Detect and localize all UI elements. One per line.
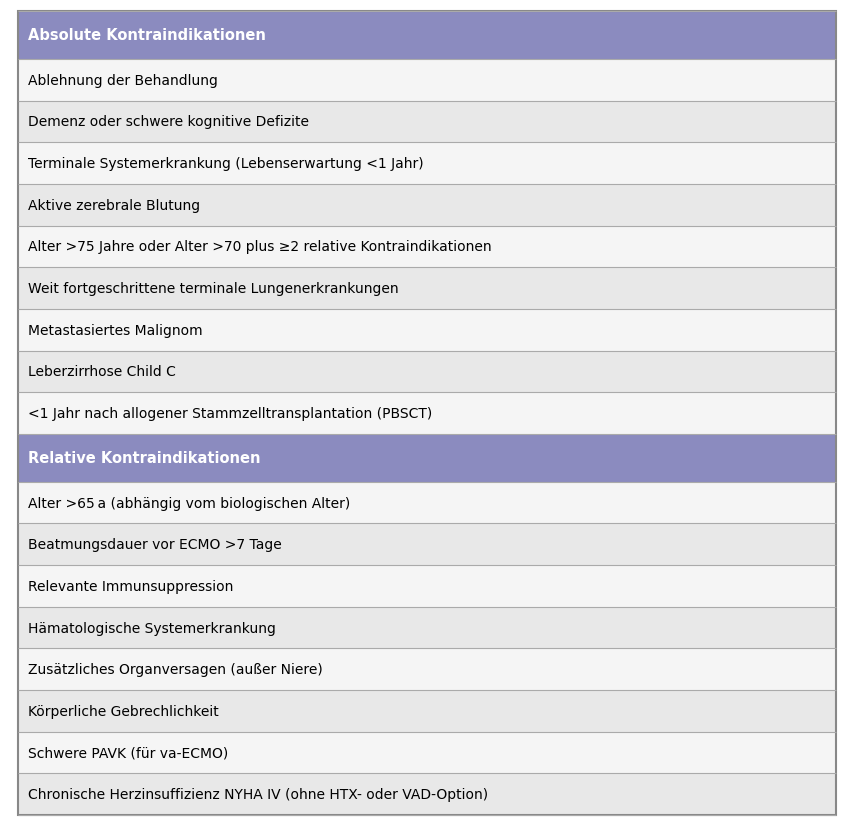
Bar [18, 523, 835, 566]
Bar [18, 268, 835, 309]
Text: Relative Kontraindikationen: Relative Kontraindikationen [28, 451, 260, 466]
Bar [18, 773, 835, 815]
Text: Weit fortgeschrittene terminale Lungenerkrankungen: Weit fortgeschrittene terminale Lungener… [28, 282, 398, 296]
Text: Körperliche Gebrechlichkeit: Körperliche Gebrechlichkeit [28, 704, 218, 718]
Bar [18, 102, 835, 143]
Bar [18, 12, 835, 60]
Bar [18, 566, 835, 607]
Bar [18, 691, 835, 732]
Text: Zusätzliches Organversagen (außer Niere): Zusätzliches Organversagen (außer Niere) [28, 662, 322, 676]
Text: Ablehnung der Behandlung: Ablehnung der Behandlung [28, 74, 218, 88]
Text: Alter >75 Jahre oder Alter >70 plus ≥2 relative Kontraindikationen: Alter >75 Jahre oder Alter >70 plus ≥2 r… [28, 240, 491, 254]
Bar [18, 434, 835, 482]
Text: Schwere PAVK (für va-ECMO): Schwere PAVK (für va-ECMO) [28, 746, 229, 759]
Text: Beatmungsdauer vor ECMO >7 Tage: Beatmungsdauer vor ECMO >7 Tage [28, 538, 281, 552]
Bar [18, 184, 835, 227]
Text: Terminale Systemerkrankung (Lebenserwartung <1 Jahr): Terminale Systemerkrankung (Lebenserwart… [28, 157, 423, 171]
Bar [18, 648, 835, 691]
Bar [18, 60, 835, 102]
Text: Alter >65 a (abhängig vom biologischen Alter): Alter >65 a (abhängig vom biologischen A… [28, 496, 350, 510]
Text: Absolute Kontraindikationen: Absolute Kontraindikationen [28, 28, 266, 43]
Bar [18, 309, 835, 351]
Text: <1 Jahr nach allogener Stammzelltransplantation (PBSCT): <1 Jahr nach allogener Stammzelltranspla… [28, 407, 432, 420]
Bar [18, 393, 835, 434]
Text: Hämatologische Systemerkrankung: Hämatologische Systemerkrankung [28, 621, 276, 635]
Bar [18, 732, 835, 773]
Text: Relevante Immunsuppression: Relevante Immunsuppression [28, 579, 234, 593]
Text: Metastasiertes Malignom: Metastasiertes Malignom [28, 323, 203, 337]
Bar [18, 143, 835, 184]
Bar [18, 482, 835, 523]
Bar [18, 351, 835, 393]
Text: Aktive zerebrale Blutung: Aktive zerebrale Blutung [28, 198, 200, 213]
Bar [18, 227, 835, 268]
Text: Chronische Herzinsuffizienz NYHA IV (ohne HTX- oder VAD-Option): Chronische Herzinsuffizienz NYHA IV (ohn… [28, 787, 488, 801]
Text: Leberzirrhose Child C: Leberzirrhose Child C [28, 365, 176, 379]
Text: Demenz oder schwere kognitive Defizite: Demenz oder schwere kognitive Defizite [28, 115, 309, 129]
Bar [18, 607, 835, 648]
